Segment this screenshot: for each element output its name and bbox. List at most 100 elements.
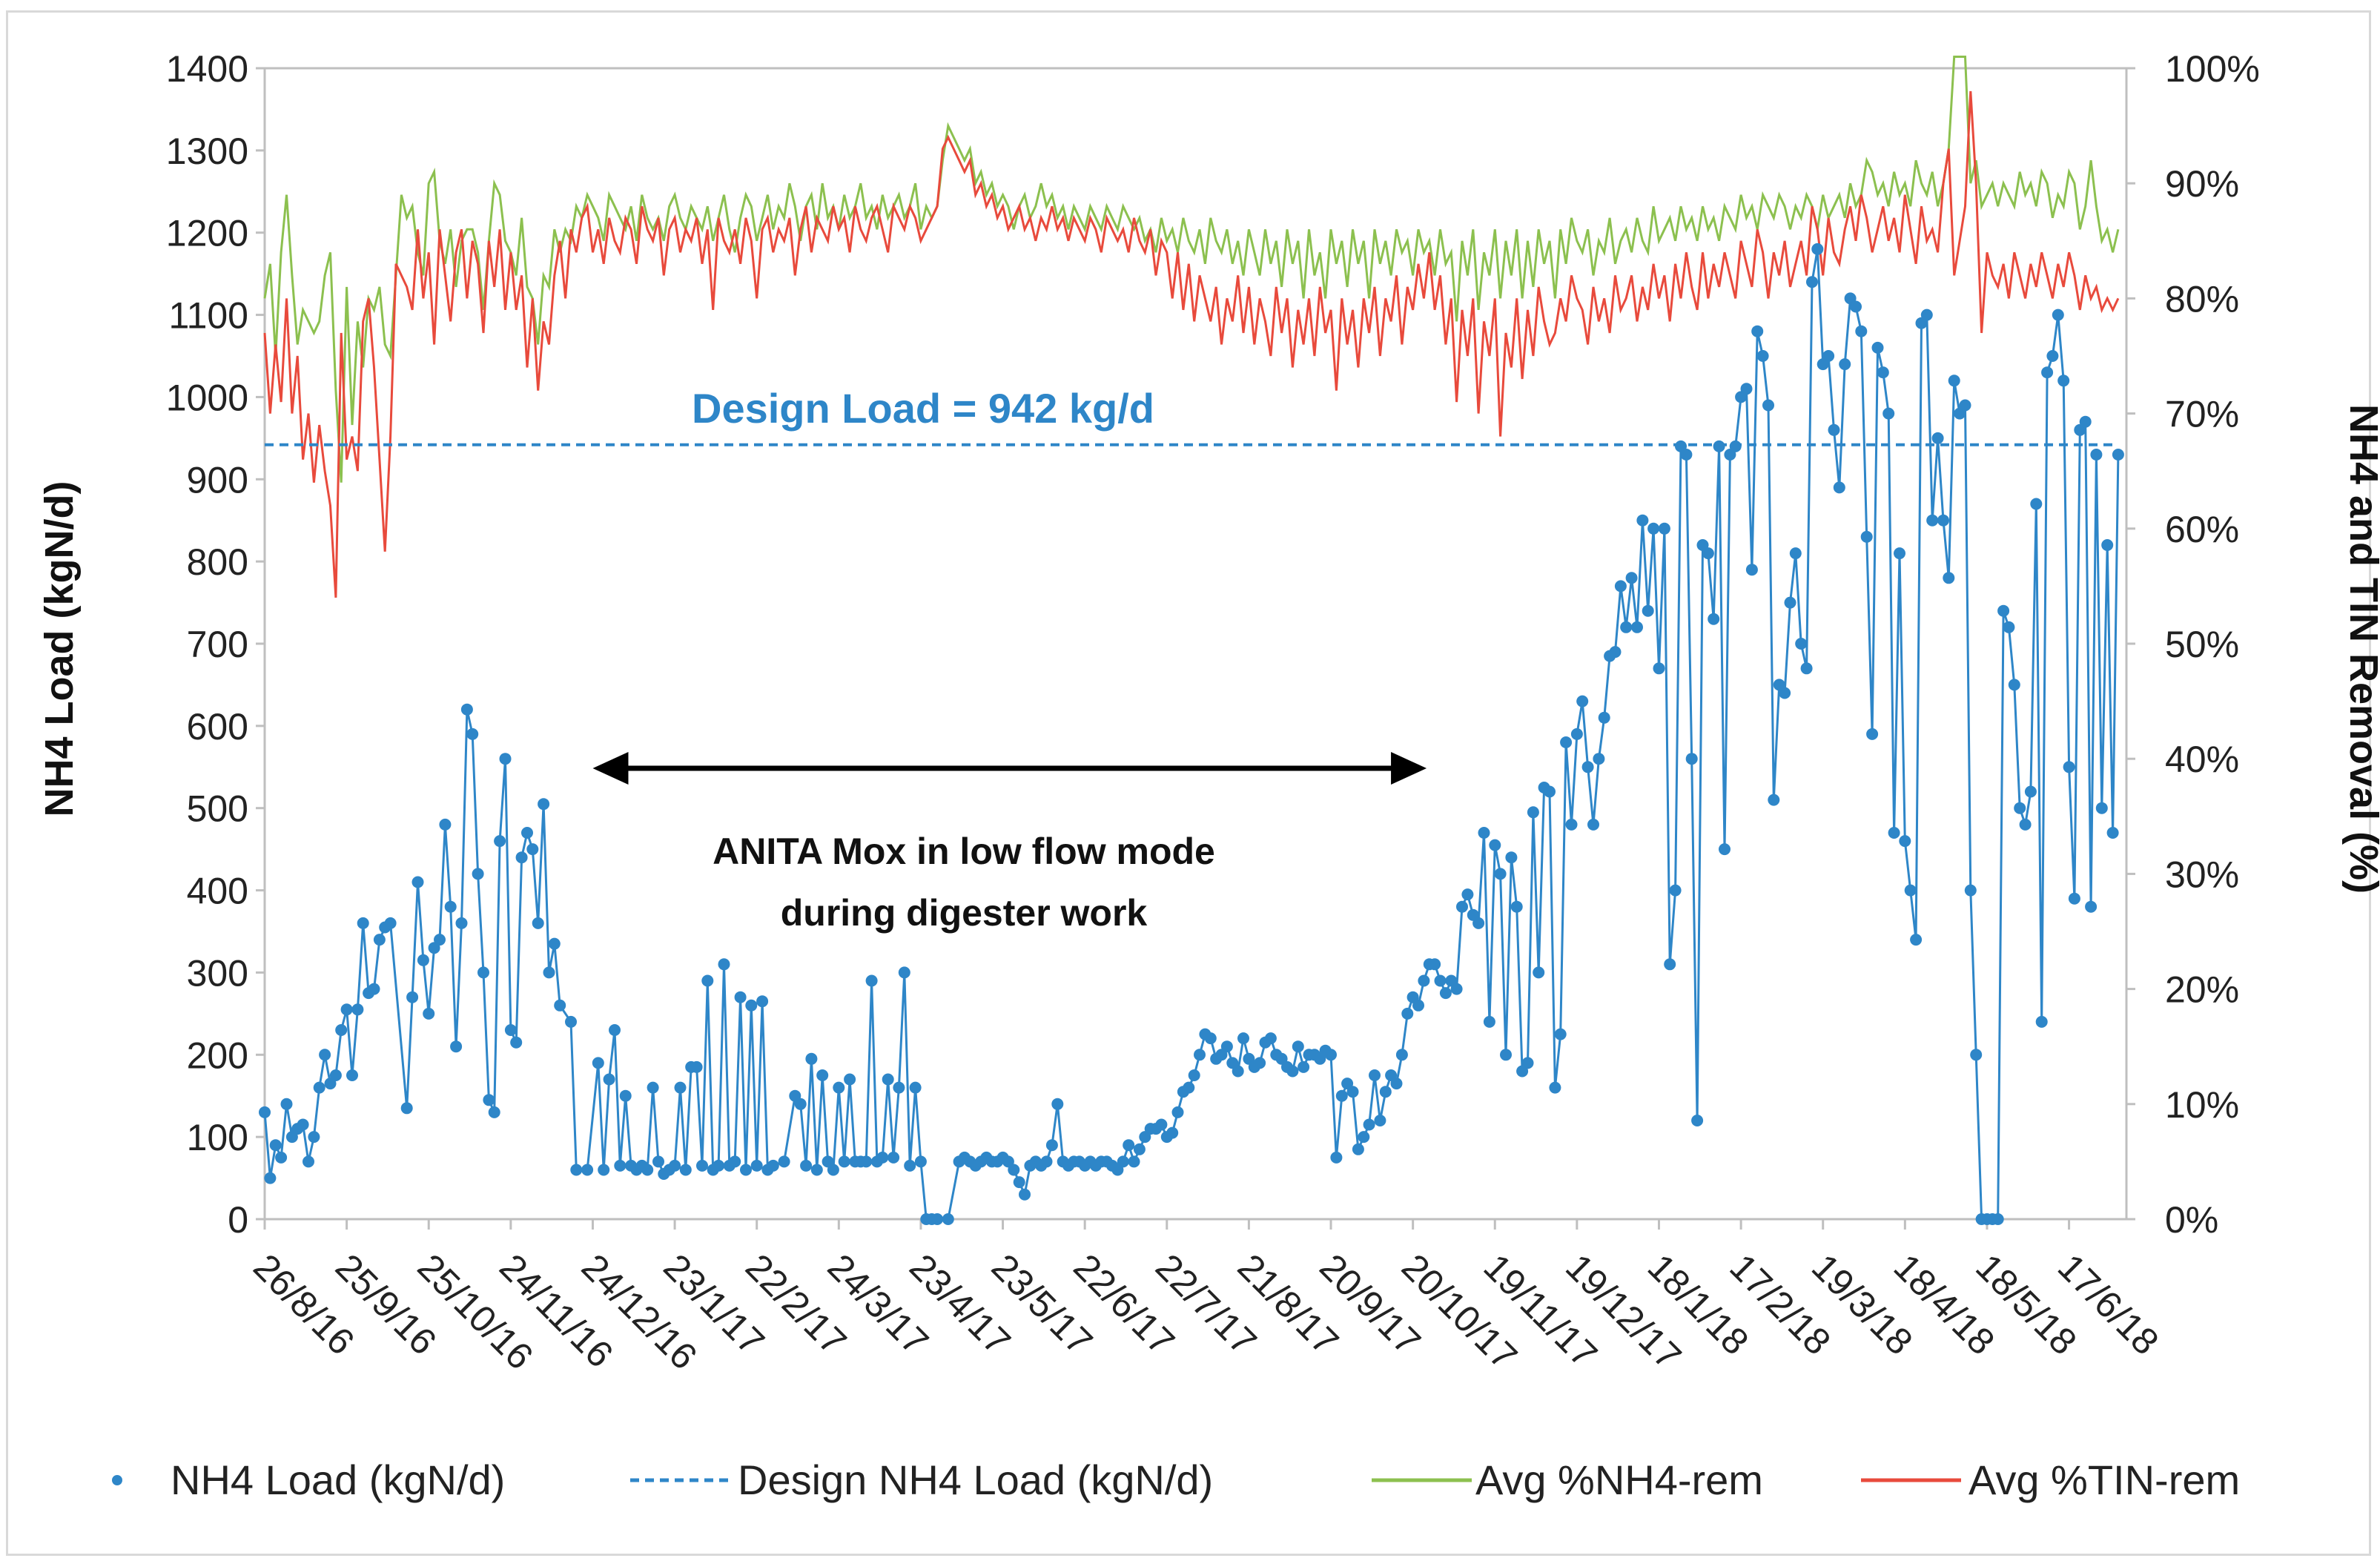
nh4-load-point bbox=[565, 1015, 577, 1028]
nh4-load-point bbox=[1298, 1060, 1310, 1073]
annotation: ANITA Mox in low flow mode during digest… bbox=[592, 752, 1427, 934]
y-tick-label: 1400 bbox=[166, 48, 248, 90]
nh4-load-point bbox=[2068, 892, 2080, 905]
nh4-load-point bbox=[1117, 1155, 1129, 1168]
nh4-load-point bbox=[1745, 564, 1758, 576]
nh4-load-point bbox=[477, 966, 489, 979]
nh4-load-point bbox=[1620, 621, 1633, 633]
y-tick-label: 1200 bbox=[166, 213, 248, 254]
y-tick-label: 700 bbox=[187, 624, 248, 665]
nh4-load-point bbox=[740, 1164, 752, 1176]
y2-tick-label: 0% bbox=[2165, 1199, 2218, 1241]
nh4-load-point bbox=[510, 1036, 523, 1049]
nh4-load-point bbox=[1554, 1028, 1567, 1040]
nh4-load-point bbox=[1729, 440, 1742, 452]
nh4-load-point bbox=[1991, 1213, 2004, 1225]
nh4-load-point bbox=[1439, 987, 1452, 1000]
nh4-load-point bbox=[1850, 300, 1862, 313]
nh4-load-point bbox=[439, 818, 452, 831]
nh4-load-point bbox=[1653, 662, 1665, 675]
nh4-load-point bbox=[1964, 884, 1977, 897]
nh4-load-point bbox=[1708, 613, 1720, 625]
nh4-load-point bbox=[494, 835, 506, 848]
nh4-load-point bbox=[1171, 1106, 1184, 1118]
nh4-load-point bbox=[1051, 1098, 1064, 1110]
nh4-load-point bbox=[767, 1159, 779, 1172]
nh4-load-point bbox=[406, 991, 419, 1003]
y2-tick-label: 80% bbox=[2165, 278, 2239, 320]
nh4-load-point bbox=[269, 1139, 282, 1152]
annotation-arrowhead-right bbox=[1391, 752, 1427, 785]
nh4-load-point bbox=[1510, 900, 1523, 913]
nh4-load-point bbox=[778, 1155, 790, 1168]
annotation-arrowhead-left bbox=[592, 752, 629, 785]
nh4-load-point bbox=[701, 974, 714, 987]
nh4-load-point bbox=[1833, 481, 1845, 494]
nh4-load-point bbox=[1155, 1118, 1168, 1131]
nh4-load-point bbox=[794, 1098, 807, 1110]
nh4-load-point bbox=[652, 1155, 664, 1168]
nh4-load-point bbox=[1521, 1057, 1534, 1069]
nh4-load-point bbox=[1533, 966, 1545, 979]
nh4-load-point bbox=[898, 966, 910, 979]
nh4-load-point bbox=[1472, 917, 1485, 929]
y2-tick-label: 50% bbox=[2165, 624, 2239, 665]
nh4-load-point bbox=[1943, 572, 1955, 584]
nh4-load-point bbox=[750, 1159, 763, 1172]
y-tick-label: 1100 bbox=[168, 295, 248, 337]
nh4-load-point bbox=[690, 1060, 703, 1073]
nh4-load-point bbox=[1019, 1188, 1031, 1201]
nh4-load-point bbox=[2003, 621, 2015, 633]
nh4-load-point bbox=[1335, 1089, 1348, 1102]
nh4-load-point bbox=[1008, 1164, 1020, 1176]
y-tick-label: 300 bbox=[187, 952, 248, 994]
nh4-load-point bbox=[532, 917, 544, 929]
nh4-load-point bbox=[2063, 761, 2075, 773]
nh4-load-point bbox=[838, 1155, 850, 1168]
nh4-load-point bbox=[1614, 580, 1627, 593]
nh4-load-point bbox=[1822, 350, 1835, 362]
nh4-load-point bbox=[308, 1131, 320, 1144]
nh4-load-point bbox=[2052, 308, 2064, 321]
nh4-load-point bbox=[1593, 753, 1605, 765]
nh4-load-point bbox=[526, 843, 539, 856]
nh4-load-point bbox=[1970, 1049, 1983, 1061]
nh4-load-point bbox=[1713, 440, 1725, 452]
nh4-load-point bbox=[669, 1159, 681, 1172]
nh4-load-point bbox=[1937, 514, 1949, 527]
nh4-load-point bbox=[483, 1094, 495, 1106]
y-tick-label: 0 bbox=[228, 1199, 248, 1241]
nh4-load-point bbox=[2014, 802, 2026, 814]
nh4-load-point bbox=[1647, 522, 1660, 535]
nh4-load-point bbox=[444, 900, 457, 913]
y2-tick-label: 10% bbox=[2165, 1084, 2239, 1126]
y2-tick-label: 70% bbox=[2165, 394, 2239, 435]
nh4-load-point bbox=[1828, 423, 1840, 436]
nh4-load-point bbox=[2024, 785, 2037, 798]
y-tick-label: 100 bbox=[187, 1117, 248, 1158]
y2-tick-label: 20% bbox=[2165, 969, 2239, 1011]
nh4-load-point bbox=[800, 1159, 813, 1172]
nh4-load-point bbox=[909, 1081, 922, 1094]
nh4-load-point bbox=[904, 1159, 916, 1172]
series-layer bbox=[259, 56, 2124, 1225]
nh4-load-point bbox=[2085, 900, 2098, 913]
nh4-load-point bbox=[384, 917, 397, 929]
y2-axis-title: NH4 and TIN Removal (%) bbox=[2341, 404, 2380, 894]
nh4-load-point bbox=[2112, 449, 2124, 461]
nh4-load-point bbox=[603, 1073, 615, 1086]
nh4-load-point bbox=[460, 703, 473, 716]
nh4-load-point bbox=[1544, 785, 1556, 798]
nh4-load-point bbox=[1478, 827, 1490, 839]
nh4-load-point bbox=[423, 1007, 435, 1020]
nh4-load-point bbox=[1352, 1143, 1364, 1155]
nh4-load-point bbox=[1128, 1155, 1140, 1168]
nh4-load-point bbox=[1369, 1069, 1381, 1081]
nh4-load-point bbox=[1450, 983, 1463, 995]
nh4-load-point bbox=[1691, 1115, 1704, 1126]
nh4-load-point bbox=[1581, 761, 1594, 773]
nh4-load-point bbox=[515, 851, 528, 864]
nh4-load-point bbox=[1166, 1126, 1179, 1139]
nh4-load-point bbox=[914, 1155, 927, 1168]
nh4-load-point bbox=[865, 974, 878, 987]
